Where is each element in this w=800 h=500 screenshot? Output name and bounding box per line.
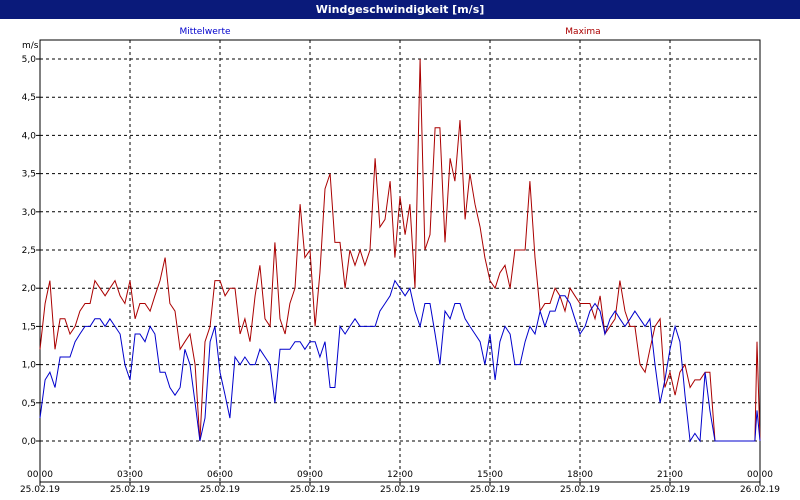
y-tick-label: 3,5 bbox=[22, 170, 36, 180]
x-axis: 00:00 25.02.19 03:00 25.02.19 06:00 25.02.19 0… bbox=[20, 470, 780, 495]
y-tick-label: 1,0 bbox=[22, 361, 37, 371]
x-tick-label-date: 25.02.19 bbox=[110, 485, 150, 495]
y-tick-label: 0,0 bbox=[22, 437, 37, 447]
x-tick-label-time: 00:00 bbox=[747, 470, 773, 480]
x-tick-label-date: 25.02.19 bbox=[380, 485, 420, 495]
chart: Mittelwerte Maxima m/s 0,0 0,5 1,0 1,5 2,0 2,… bbox=[20, 27, 780, 495]
y-tick-label: 4,5 bbox=[22, 93, 36, 103]
x-tick-label-time: 00:00 bbox=[27, 470, 53, 480]
x-tick-label-time: 03:00 bbox=[117, 470, 143, 480]
x-tick-label-date: 26.02.19 bbox=[740, 485, 780, 495]
y-tick-label: 5,0 bbox=[22, 55, 37, 65]
x-tick-label-time: 12:00 bbox=[387, 470, 413, 480]
window-title: Windgeschwindigkeit [m/s] bbox=[0, 0, 800, 19]
x-tick-label-time: 21:00 bbox=[657, 470, 683, 480]
y-tick-label: 4,0 bbox=[22, 131, 37, 141]
x-tick-label-date: 25.02.19 bbox=[470, 485, 510, 495]
x-tick-label-time: 06:00 bbox=[207, 470, 233, 480]
grid bbox=[40, 40, 760, 482]
legend-maxima: Maxima bbox=[565, 27, 600, 37]
series-line-maxima bbox=[39, 58, 761, 442]
series-line-mittelwerte bbox=[39, 279, 761, 443]
y-tick-label: 3,0 bbox=[22, 208, 37, 218]
x-tick-label-time: 15:00 bbox=[477, 470, 503, 480]
x-tick-label-time: 18:00 bbox=[567, 470, 593, 480]
x-tick-label-date: 25.02.19 bbox=[200, 485, 240, 495]
x-tick-label-date: 25.02.19 bbox=[650, 485, 690, 495]
y-tick-label: 0,5 bbox=[22, 399, 36, 409]
x-tick-label-time: 09:00 bbox=[297, 470, 323, 480]
y-axis: 0,0 0,5 1,0 1,5 2,0 2,5 3,0 3,5 4,0 4,5 5,0 bbox=[22, 55, 40, 447]
x-tick-label-date: 25.02.19 bbox=[560, 485, 600, 495]
x-tick-label-date: 25.02.19 bbox=[20, 485, 60, 495]
y-tick-label: 2,5 bbox=[22, 246, 36, 256]
legend-mittelwerte: Mittelwerte bbox=[179, 27, 230, 37]
x-tick-label-date: 25.02.19 bbox=[290, 485, 330, 495]
y-tick-label: 1,5 bbox=[22, 322, 36, 332]
y-tick-label: 2,0 bbox=[22, 284, 37, 294]
y-axis-label: m/s bbox=[22, 41, 39, 51]
